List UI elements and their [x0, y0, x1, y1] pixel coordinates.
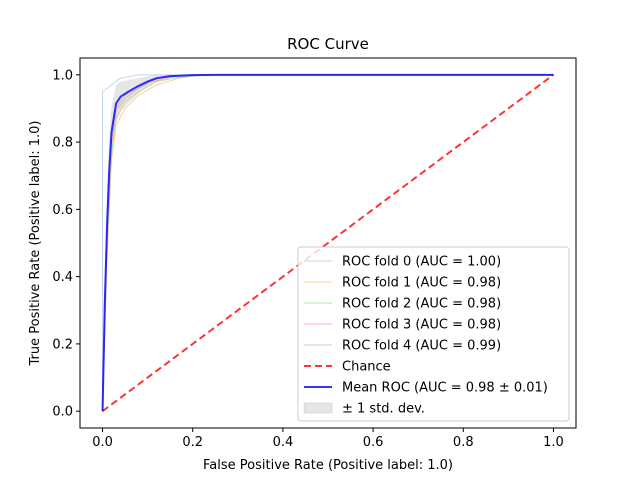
y-axis: 0.0 0.2 0.4 0.6 0.8 1.0 [52, 68, 80, 420]
plot-frame [79, 57, 577, 429]
legend-entry: ROC fold 2 (AUC = 0.98) [342, 297, 501, 312]
x-tick-label: 0.8 [453, 435, 474, 450]
legend-entry: ROC fold 1 (AUC = 0.98) [342, 276, 501, 291]
x-tick-label: 0.2 [182, 435, 203, 450]
y-tick-label: 0.0 [52, 405, 73, 420]
legend: ROC fold 0 (AUC = 1.00) ROC fold 1 (AUC =… [297, 246, 570, 422]
legend-entry: ± 1 std. dev. [342, 402, 425, 417]
legend-entry: Chance [342, 360, 391, 375]
legend-entry: ROC fold 3 (AUC = 0.98) [342, 318, 501, 333]
x-axis-label: False Positive Rate (Positive label: 1.0… [203, 458, 453, 473]
y-tick-label: 1.0 [52, 68, 73, 83]
legend-box [297, 246, 570, 422]
legend-entry: ROC fold 4 (AUC = 0.99) [342, 339, 501, 354]
x-axis: 0.0 0.2 0.4 0.6 0.8 1.0 [92, 428, 564, 450]
legend-entry: ROC fold 0 (AUC = 1.00) [342, 255, 501, 270]
x-tick-label: 0.0 [92, 435, 113, 450]
x-tick-label: 1.0 [543, 435, 564, 450]
x-tick-label: 0.6 [363, 435, 384, 450]
series-line-6 [101, 73, 554, 412]
legend-entry: Mean ROC (AUC = 0.98 ± 0.01) [342, 381, 548, 396]
plot-area [101, 73, 555, 412]
legend-swatch [303, 402, 333, 414]
y-axis-label: True Positive Rate (Positive label: 1.0) [28, 121, 43, 367]
y-tick-label: 0.2 [52, 337, 73, 352]
series-line-5 [101, 74, 555, 412]
y-tick-label: 0.8 [52, 136, 73, 151]
series-line-2 [102, 74, 554, 412]
y-tick-label: 0.4 [52, 270, 73, 285]
y-tick-label: 0.6 [52, 203, 73, 218]
series-line-0 [102, 74, 554, 412]
x-tick-label: 0.4 [273, 435, 294, 450]
chart-title: ROC Curve [287, 35, 369, 53]
